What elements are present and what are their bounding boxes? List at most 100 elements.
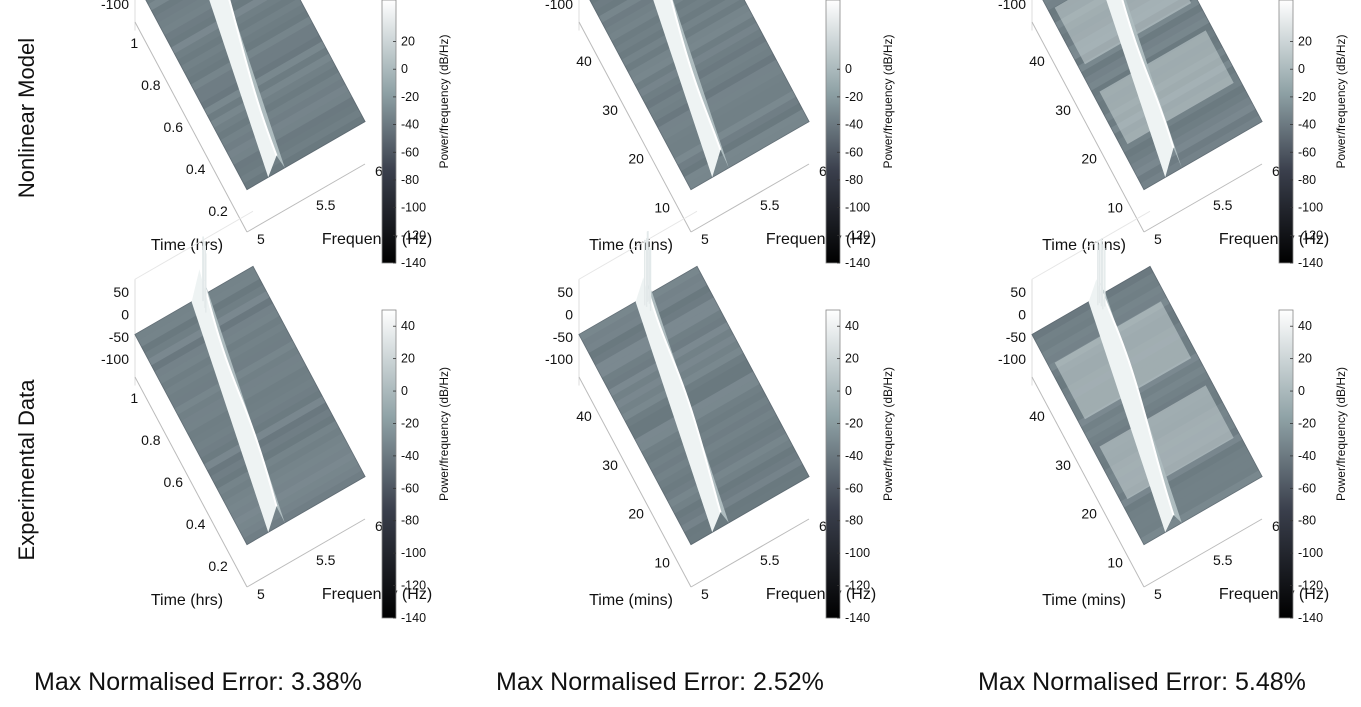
colorbar-tick-label: -80 [401, 173, 419, 187]
surface-strip [1084, 365, 1206, 440]
colorbar-tick-label: 20 [1298, 35, 1312, 49]
time-tick-label: 40 [576, 53, 592, 69]
time-axis-label: Time (mins) [589, 592, 673, 609]
time-axis-label: Time (mins) [1042, 592, 1126, 609]
colorbar-tick-label: 0 [845, 62, 852, 76]
frequency-tick-label: 5.5 [316, 197, 336, 213]
frequency-axis-label: Frequency (Hz) [322, 586, 432, 603]
colorbar-tick-label: -100 [845, 201, 870, 215]
time-tick-label: 30 [602, 102, 618, 118]
colorbar-label: Power/frequency (dB/Hz) [1334, 367, 1348, 501]
frequency-tick-label: 6 [1272, 518, 1280, 534]
z-tick-label: 0 [121, 306, 129, 322]
colorbar-tick-label: -140 [845, 611, 870, 625]
back-grid-line [1031, 210, 1151, 280]
surface-strip [664, 72, 786, 147]
colorbar-tick-label: -100 [845, 546, 870, 560]
surface-strip [628, 359, 750, 434]
surface-strip [181, 0, 303, 73]
colorbar-tick-label: -60 [845, 481, 863, 495]
colorbar-tick-label: -100 [1298, 546, 1323, 560]
surface-strip [217, 420, 339, 496]
surface-strip [1081, 4, 1203, 79]
time-tick-label: 0.6 [164, 119, 184, 135]
surface-strip [1045, 0, 1067, 11]
ridge-front-face [1106, 0, 1174, 178]
surface-strip [1140, 470, 1262, 545]
time-axis-label: Time (mins) [589, 237, 673, 254]
z-tick-label: -100 [545, 0, 573, 12]
surface-strip [631, 10, 753, 85]
frequency-tick-label: 5 [1154, 231, 1162, 247]
surface-strip [1081, 359, 1203, 434]
colorbar-tick-label: -20 [1298, 416, 1316, 430]
colorbar-tick-label: -20 [845, 416, 863, 430]
z-tick-label: -50 [109, 329, 129, 345]
frequency-tick-label: 6 [375, 163, 383, 179]
time-tick-label: 20 [1081, 151, 1097, 167]
colorbar-tick-label: -120 [1298, 579, 1323, 593]
frequency-axis-line [690, 163, 810, 233]
colorbar-tick-label: 20 [401, 35, 415, 49]
time-tick-label: 10 [1107, 200, 1123, 216]
max-error-label-2: Max Normalised Error: 2.52% [496, 668, 824, 696]
time-tick-label: 20 [628, 506, 644, 522]
surface-strip [181, 352, 303, 428]
colorbar-tick-label: -60 [401, 145, 419, 159]
colorbar-tick-label: 20 [1298, 352, 1312, 366]
time-axis-label: Time (mins) [1042, 237, 1126, 254]
colorbar-tick-label: -80 [845, 173, 863, 187]
colorbar-tick-label: -140 [401, 256, 426, 270]
colorbar-tick-label: -120 [401, 579, 426, 593]
surface-strip [151, 0, 184, 17]
step-band-2 [1099, 30, 1234, 145]
time-axis-line [1031, 376, 1145, 588]
colorbar-label: Power/frequency (dB/Hz) [881, 367, 895, 501]
frequency-tick-label: 6 [375, 518, 383, 534]
frequency-axis-label: Frequency (Hz) [322, 231, 432, 248]
colorbar-tick-label: 40 [845, 319, 859, 333]
surface-strip [648, 41, 770, 116]
surface-strip [210, 408, 333, 483]
colorbar-tick-label: 0 [401, 62, 408, 76]
frequency-tick-label: 5 [701, 231, 709, 247]
colorbar-tick-label: -20 [401, 416, 419, 430]
colorbar-tick-label: -20 [845, 90, 863, 104]
colorbar-tick-label: -120 [845, 228, 870, 242]
colorbar [381, 309, 397, 619]
frequency-tick-label: 5 [257, 586, 265, 602]
surface-strip [197, 28, 319, 104]
surface-strip [648, 396, 770, 471]
surface-strip [200, 390, 323, 465]
time-tick-label: 0.8 [141, 432, 161, 448]
ridge-back-face [671, 0, 729, 168]
frequency-axis-line [1143, 518, 1263, 588]
colorbar-tick-label: -120 [401, 228, 426, 242]
surface-strip [1078, 0, 1200, 73]
surface-strip [194, 377, 316, 452]
colorbar-tick-label: 40 [1298, 319, 1312, 333]
time-tick-label: 30 [1055, 102, 1071, 118]
surface-strip [207, 47, 329, 122]
colorbar-tick-label: 0 [1298, 62, 1305, 76]
max-error-label-1: Max Normalised Error: 3.38% [34, 668, 362, 696]
z-tick-label: 50 [113, 284, 129, 300]
surface-strip [589, 0, 600, 5]
frequency-tick-label: 6 [1272, 163, 1280, 179]
time-tick-label: 1 [130, 35, 138, 51]
colorbar-tick-label: 20 [845, 352, 859, 366]
time-tick-label: 0.6 [164, 474, 184, 490]
surface-strip [635, 16, 757, 91]
time-axis-label: Time (hrs) [151, 592, 223, 609]
colorbar-tick-label: -80 [845, 514, 863, 528]
surface-strip [191, 16, 313, 91]
frequency-tick-label: 5.5 [1213, 552, 1233, 568]
surface-strip [625, 352, 747, 428]
colorbar-tick-label: -40 [401, 449, 419, 463]
colorbar-tick-label: -60 [401, 481, 419, 495]
colorbar-tick-label: -120 [845, 579, 870, 593]
colorbar-tick-label: 0 [1298, 384, 1305, 398]
